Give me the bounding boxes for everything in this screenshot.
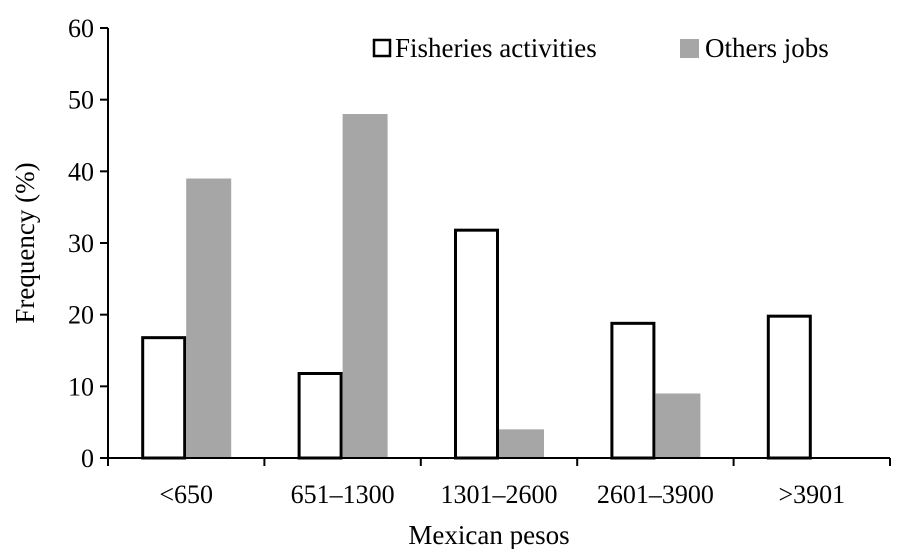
legend-swatch-fisheries [372, 38, 392, 58]
x-axis-title: Mexican pesos [408, 520, 569, 549]
legend-label-fisheries: Fisheries activities [395, 33, 597, 63]
y-tick-label: 50 [68, 86, 94, 115]
x-tick-label: 2601–3900 [597, 480, 714, 509]
y-axis-title: Frequency (%) [10, 162, 40, 323]
y-tick-label: 30 [68, 229, 94, 258]
x-ticks: <650 651–1300 1301–2600 2601–3900 >3901 [107, 458, 891, 509]
legend-label-others: Others jobs [705, 33, 829, 63]
y-tick-label: 40 [68, 157, 94, 186]
bar-others-4 [655, 393, 701, 458]
y-tick-label: 60 [68, 14, 94, 43]
legend: Fisheries activities Others jobs [372, 33, 829, 63]
x-tick-label: <650 [159, 480, 213, 509]
bar-fisheries-1 [141, 336, 187, 460]
bar-others-3 [499, 429, 544, 458]
bar-fisheries-4 [610, 321, 656, 460]
x-tick-label: >3901 [778, 480, 845, 509]
bar-fisheries-5 [766, 314, 812, 460]
y-ticks: 0 10 20 30 40 50 60 [68, 14, 108, 473]
y-tick-label: 10 [68, 372, 94, 401]
y-tick-label: 0 [81, 444, 94, 473]
bar-others-1 [186, 178, 232, 458]
x-tick-label: 651–1300 [291, 480, 395, 509]
bar-others-2 [342, 114, 388, 458]
x-tick-label: 1301–2600 [441, 480, 558, 509]
bar-fisheries-2 [297, 372, 343, 460]
legend-swatch-others [680, 39, 699, 58]
bars-layer [141, 114, 812, 460]
y-tick-label: 20 [68, 301, 94, 330]
bar-fisheries-3 [454, 228, 499, 460]
